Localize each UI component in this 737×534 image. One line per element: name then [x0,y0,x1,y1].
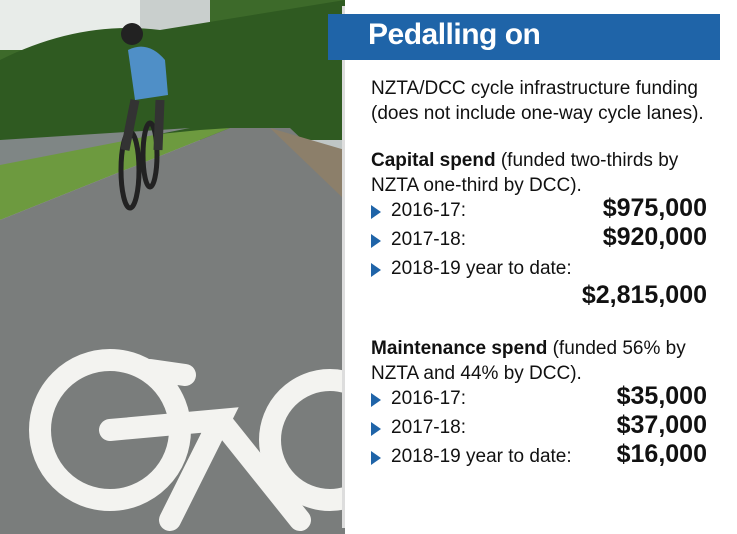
item-label: 2017-18: [391,229,467,250]
item: 2016-17: $35,000 [371,382,707,415]
item-label: 2016-17: [391,200,467,221]
section: Capital spend (funded two-thirds by NZTA… [371,148,707,314]
section: Maintenance spend (funded 56% by NZTA an… [371,336,707,473]
title-bar: Pedalling on [328,14,720,60]
section-note: (funded 56% by NZTA and 44% by DCC). [371,338,686,384]
item-value: $975,000 [602,194,707,222]
item-value: $35,000 [616,382,707,410]
section-text: Capital spend (funded two-thirds by NZTA… [371,148,707,198]
title: Pedalling on [368,18,541,51]
bullet [371,234,381,248]
bullet [371,451,381,465]
section-heading: Maintenance spend [371,338,548,359]
bullet [371,205,381,219]
section-text: Maintenance spend (funded 56% by NZTA an… [371,336,707,386]
item: 2018-19 year to date: $16,000 [371,440,707,473]
bullet [371,263,381,277]
item-label: 2016-17: [391,388,467,409]
item: 2018-19 year to date: $2,815,000 [371,256,707,314]
section-heading: Capital spend [371,150,496,171]
item-value: $920,000 [602,223,707,251]
item-value: $37,000 [616,411,707,439]
panel-body: NZTA/DCC cycle infrastructure funding (d… [371,76,707,473]
item-label: 2018-19 year to date: [391,258,572,279]
bullet [371,422,381,436]
item: 2017-18: $920,000 [371,223,707,256]
photo [0,0,345,534]
info-panel: NZTA/DCC cycle infrastructure funding (d… [342,6,723,528]
item-label: 2017-18: [391,417,467,438]
item-value: $2,815,000 [581,281,707,309]
item-label: 2018-19 year to date: [391,446,572,467]
item: 2016-17: $975,000 [371,194,707,227]
intro: NZTA/DCC cycle infrastructure funding (d… [371,78,704,124]
bullet [371,393,381,407]
item: 2017-18: $37,000 [371,411,707,444]
section-note: (funded two-thirds by NZTA one-third by … [371,150,679,196]
item-value: $16,000 [616,440,707,468]
